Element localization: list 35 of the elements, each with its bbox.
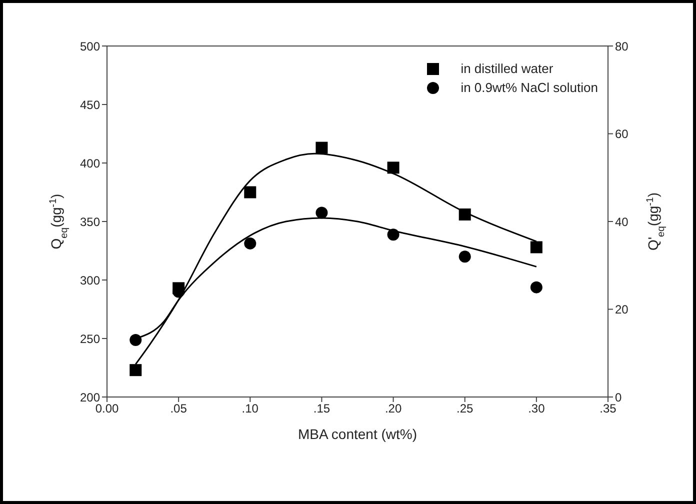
x-tick-label: .35 (600, 402, 617, 416)
y2-tick-label: 60 (615, 127, 629, 142)
point (530, 281, 542, 294)
point (458, 208, 471, 220)
y2-tick-label: 40 (615, 214, 629, 229)
y-tick-label: 500 (80, 39, 100, 54)
x-tick-label: .15 (313, 402, 330, 416)
y-tick-label: 450 (80, 98, 100, 112)
point (316, 142, 328, 154)
y2-tick-label: 80 (615, 39, 629, 54)
y-tick-label: 250 (80, 332, 100, 346)
point (387, 162, 400, 174)
point (458, 250, 471, 263)
point (530, 241, 542, 254)
y-tick-label: 400 (80, 156, 100, 170)
x-tick-label: 0.00 (95, 402, 119, 416)
point (130, 334, 142, 346)
point (130, 364, 142, 376)
legend-label: in 0.9wt% NaCl solution (460, 80, 598, 95)
y-tick-label: 300 (80, 273, 100, 288)
point (244, 186, 256, 198)
x-tick-label: .20 (384, 402, 402, 416)
x-tick-label: .05 (170, 402, 188, 416)
point (316, 206, 328, 219)
point (387, 228, 400, 241)
legend-label: in distilled water (460, 61, 554, 76)
x-axis-title: MBA content (wt%) (298, 426, 418, 442)
x-tick-label: .30 (528, 402, 546, 416)
y2-tick-label: 20 (615, 302, 629, 317)
y2-tick-label: 0 (615, 390, 622, 404)
point (244, 237, 256, 250)
y-tick-label: 350 (80, 214, 100, 229)
x-tick-label: .10 (242, 402, 259, 416)
x-tick-label: .25 (456, 402, 474, 416)
y-tick-label: 200 (80, 390, 100, 404)
